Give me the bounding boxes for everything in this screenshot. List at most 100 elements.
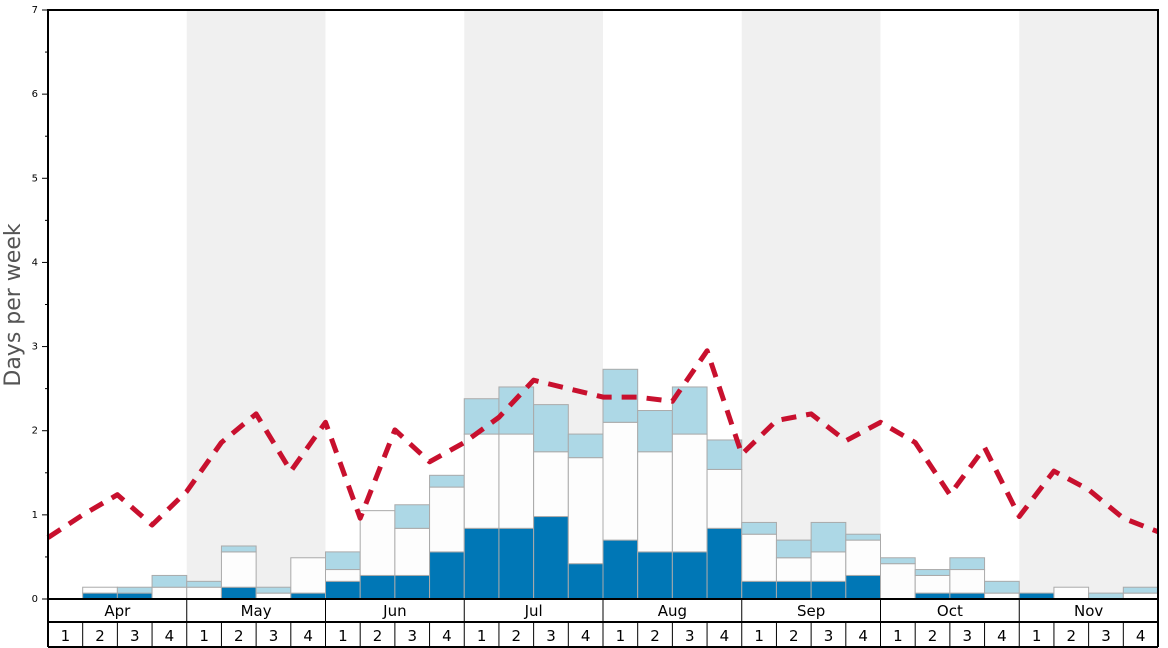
bar-dark-24 xyxy=(845,574,881,600)
bar-mid-4 xyxy=(151,586,188,600)
month-label-sep: Sep xyxy=(797,602,825,620)
week-label: 1 xyxy=(477,627,487,645)
y-tick-label-5: 5 xyxy=(32,173,38,184)
bar-mid-12 xyxy=(429,486,465,553)
week-label: 1 xyxy=(61,627,71,645)
y-tick-label-0: 0 xyxy=(32,594,38,605)
bar-mid-24 xyxy=(845,539,881,576)
bar-mid-16 xyxy=(567,457,604,565)
bar-light-4 xyxy=(151,574,188,588)
week-label: 3 xyxy=(269,627,279,645)
week-label: 1 xyxy=(199,627,209,645)
bar-dark-13 xyxy=(463,527,500,600)
week-label: 4 xyxy=(303,627,313,645)
bar-dark-14 xyxy=(498,527,535,600)
week-label: 1 xyxy=(893,627,903,645)
bar-light-22 xyxy=(775,539,812,559)
week-label: 4 xyxy=(1136,627,1146,645)
bar-light-6 xyxy=(220,545,257,553)
bar-dark-18 xyxy=(637,551,673,600)
month-band-may xyxy=(186,10,326,599)
week-label: 1 xyxy=(338,627,348,645)
bar-mid-30 xyxy=(1053,586,1090,600)
bar-dark-21 xyxy=(741,580,777,600)
week-label: 2 xyxy=(928,627,938,645)
bar-light-3 xyxy=(116,586,153,594)
bar-mid-18 xyxy=(637,451,673,553)
bar-light-15 xyxy=(533,404,569,453)
bar-dark-15 xyxy=(533,516,569,600)
y-axis: 0 1 2 3 4 5 6 7 xyxy=(32,5,48,605)
bar-mid-13 xyxy=(463,433,500,529)
bar-dark-17 xyxy=(602,539,639,600)
month-label-may: May xyxy=(241,602,272,620)
bar-dark-23 xyxy=(810,580,847,600)
bar-light-9 xyxy=(325,551,361,571)
bar-mid-5 xyxy=(186,586,222,600)
week-label: 3 xyxy=(962,627,972,645)
week-label: 3 xyxy=(685,627,695,645)
bar-dark-9 xyxy=(325,580,361,600)
week-label: 2 xyxy=(1067,627,1077,645)
week-label: 4 xyxy=(165,627,175,645)
bar-light-5 xyxy=(186,580,222,588)
week-label: 4 xyxy=(581,627,591,645)
week-label: 2 xyxy=(512,627,522,645)
bar-mid-10 xyxy=(359,510,396,576)
y-tick-label-1: 1 xyxy=(32,510,38,521)
bar-light-21 xyxy=(741,521,777,535)
bar-light-18 xyxy=(637,410,673,453)
bar-mid-22 xyxy=(775,557,812,582)
bar-light-25 xyxy=(880,557,916,565)
y-tick-label-3: 3 xyxy=(32,342,38,353)
bar-light-11 xyxy=(394,504,431,529)
week-label: 3 xyxy=(130,627,140,645)
y-tick-label-4: 4 xyxy=(32,257,38,268)
bar-mid-19 xyxy=(671,433,708,553)
week-label: 1 xyxy=(1032,627,1042,645)
week-label: 2 xyxy=(650,627,660,645)
y-tick-label-6: 6 xyxy=(32,89,38,100)
bar-mid-25 xyxy=(880,563,916,600)
month-label-jun: Jun xyxy=(382,602,406,620)
week-label: 3 xyxy=(546,627,556,645)
bar-mid-14 xyxy=(498,433,535,529)
y-tick-label-2: 2 xyxy=(32,426,38,437)
bar-mid-11 xyxy=(394,527,431,576)
bar-light-7 xyxy=(255,586,292,594)
month-label-nov: Nov xyxy=(1074,602,1103,620)
bar-mid-15 xyxy=(533,451,569,518)
week-label: 2 xyxy=(789,627,799,645)
bar-light-26 xyxy=(914,569,951,576)
y-tick-label-7: 7 xyxy=(32,5,38,16)
week-label: 3 xyxy=(824,627,834,645)
bar-mid-17 xyxy=(602,421,639,541)
x-axis-month-week-table: Apr 1 2 3 4 May 1 2 3 4 Jun 1 2 3 4 Jul 1 2 3 4 Aug 1 2 3 4 Sep 1 2… xyxy=(47,599,1159,648)
bar-mid-8 xyxy=(290,557,326,594)
month-label-oct: Oct xyxy=(937,602,963,620)
bar-dark-10 xyxy=(359,574,396,600)
month-label-jul: Jul xyxy=(524,602,543,620)
bar-dark-6 xyxy=(220,586,257,600)
trend-line xyxy=(46,348,1159,540)
bar-mid-9 xyxy=(325,569,361,582)
month-band-apr xyxy=(48,10,187,599)
bar-mid-27 xyxy=(949,569,986,594)
bar-light-27 xyxy=(949,557,986,571)
y-axis-label: Days per week xyxy=(1,223,26,386)
bar-dark-11 xyxy=(394,574,431,600)
bar-mid-26 xyxy=(914,574,951,594)
bar-light-12 xyxy=(429,474,465,488)
bar-dark-12 xyxy=(429,551,465,600)
month-band-oct xyxy=(880,10,1020,599)
bar-light-32 xyxy=(1122,586,1159,594)
month-label-apr: Apr xyxy=(104,602,131,620)
week-label: 1 xyxy=(754,627,764,645)
bar-mid-20 xyxy=(706,468,743,529)
bar-dark-16 xyxy=(567,563,604,600)
bar-dark-20 xyxy=(706,527,743,600)
week-label: 4 xyxy=(442,627,452,645)
bar-light-23 xyxy=(810,521,847,553)
bar-stacks xyxy=(82,368,1159,600)
bar-light-20 xyxy=(706,439,743,470)
